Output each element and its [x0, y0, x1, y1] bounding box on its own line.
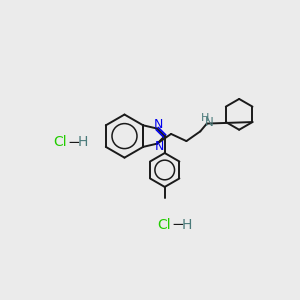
Text: −: − — [171, 217, 184, 232]
Text: N: N — [153, 118, 163, 131]
Text: N: N — [155, 140, 164, 153]
Text: Cl: Cl — [157, 218, 171, 232]
Text: H: H — [201, 113, 209, 123]
Text: Cl: Cl — [53, 135, 67, 149]
Text: H: H — [182, 218, 192, 232]
Text: −: − — [67, 135, 80, 150]
Text: H: H — [78, 135, 88, 149]
Text: N: N — [205, 116, 214, 129]
